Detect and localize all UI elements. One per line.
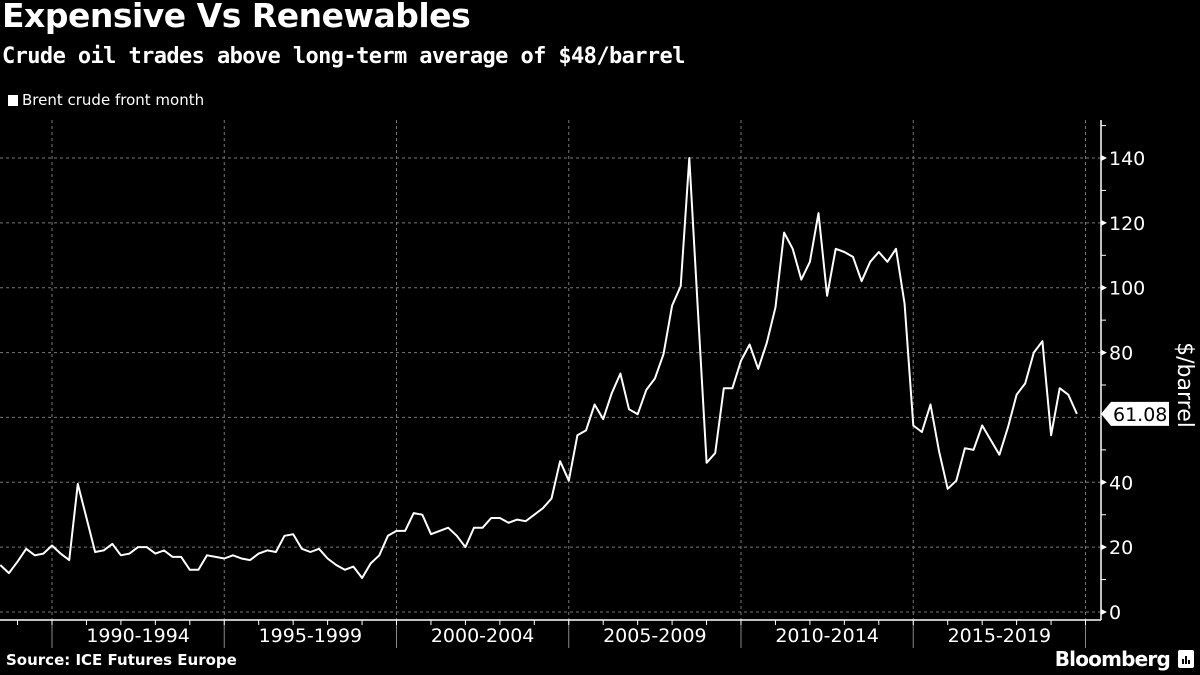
legend-label: Brent crude front month (22, 91, 205, 109)
chart-title: Expensive Vs Renewables (2, 0, 471, 35)
y-tick-label: 0 (1109, 602, 1121, 624)
source-note: Source: ICE Futures Europe (6, 651, 237, 669)
axes (0, 120, 1107, 648)
y-tick-label: 120 (1109, 213, 1145, 235)
x-tick-label: 2005-2009 (603, 625, 707, 647)
y-tick-marker (1101, 219, 1107, 226)
y-tick-label: 100 (1109, 278, 1145, 300)
chart-subtitle: Crude oil trades above long-term average… (2, 44, 685, 69)
y-tick-label: 80 (1109, 343, 1133, 365)
legend: Brent crude front month (8, 91, 204, 109)
x-tick-label: 2010-2014 (775, 625, 879, 647)
bloomberg-logo: Bloomberg (1054, 647, 1171, 671)
bloomberg-chart-icon (1178, 650, 1194, 668)
y-tick-label: 20 (1109, 537, 1133, 559)
y-tick-marker (1101, 479, 1107, 486)
x-tick-label: 1995-1999 (259, 625, 363, 647)
y-tick-marker (1101, 155, 1107, 161)
data-points (0, 157, 1077, 578)
y-tick-marker (1101, 544, 1107, 551)
x-tick-label: 2015-2019 (948, 625, 1052, 647)
x-axis-labels: 1990-1994 1995-1999 2000-2004 2005-2009 2010… (86, 625, 1051, 647)
x-tick-label: 2000-2004 (431, 625, 535, 647)
y-tick-marker (1101, 284, 1107, 291)
y-tick-marker (1101, 349, 1107, 356)
series-line-brent (0, 157, 1078, 579)
grid-lines (0, 120, 1101, 620)
y-axis-title: $/barrel (1172, 342, 1197, 428)
last-value-label: 61.08 (1113, 404, 1167, 426)
y-tick-label: 40 (1109, 472, 1133, 494)
legend-swatch (8, 94, 18, 106)
y-axis-labels: 0 20 40 80 100 120 140 (1109, 148, 1145, 624)
last-value-marker: 61.08 (1101, 401, 1169, 426)
y-tick-label: 140 (1109, 148, 1145, 170)
last-value-badge (1101, 401, 1169, 426)
x-tick-label: 1990-1994 (86, 625, 190, 647)
y-tick-marker (1101, 609, 1107, 615)
